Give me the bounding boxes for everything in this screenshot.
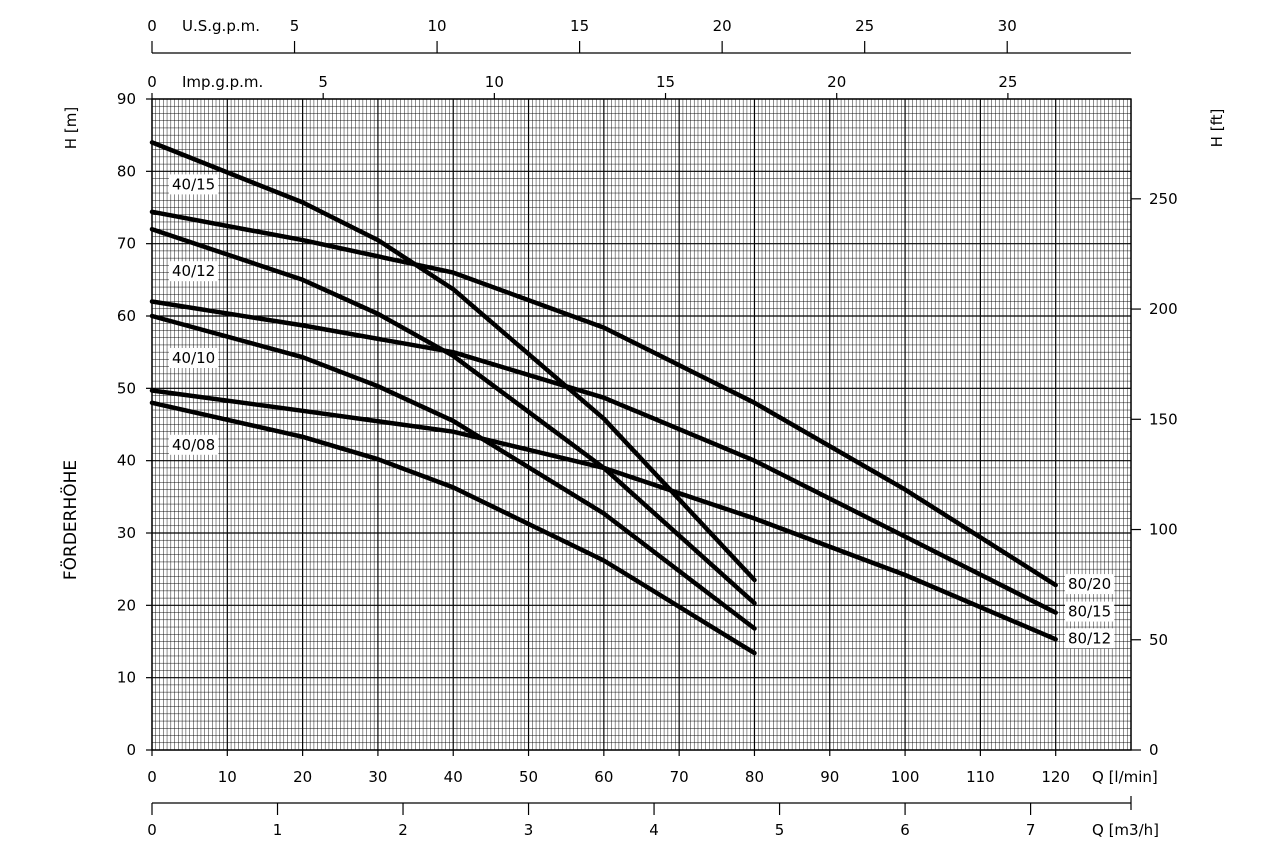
m3h-tick-label: 4: [649, 821, 659, 839]
y-tick-label: 30: [117, 524, 136, 542]
y2-tick-label: 150: [1149, 410, 1178, 428]
m3h-tick-label: 3: [524, 821, 534, 839]
curve-label-80-20: 80/20: [1068, 575, 1111, 593]
usgpm-tick-label: 15: [570, 17, 589, 35]
usgpm-tick-label: 25: [855, 17, 874, 35]
y-axis-title: FÖRDERHÖHE: [59, 460, 81, 580]
y2-tick-label: 200: [1149, 300, 1178, 318]
y-axis-label: H [m]: [62, 107, 80, 149]
curve-label-bg: [169, 174, 219, 195]
y2-tick-label: 0: [1149, 741, 1159, 759]
y2-axis-label: H [ft]: [1208, 109, 1226, 148]
series-line-80-12: [149, 388, 1058, 642]
labels: 0 10 20 30 40 50 60 70 80 90 100 110 120 Q [l/min]0 1 2…: [59, 17, 1226, 839]
series-line-40-08: [149, 400, 757, 656]
m3h-axis-label: Q [m3/h]: [1092, 821, 1159, 839]
curve-label-bg: [169, 348, 219, 368]
usgpm-tick-label: 10: [428, 17, 447, 35]
x-tick-label: 90: [820, 768, 839, 786]
x-tick-label: 60: [594, 768, 613, 786]
x-tick-label: 70: [670, 768, 689, 786]
impgpm-tick-label: 15: [656, 73, 675, 91]
impgpm-tick-label: 0: [147, 73, 157, 91]
series-line-40-12: [149, 226, 757, 606]
y2-tick-label: 50: [1149, 631, 1168, 649]
x-tick-label: 40: [444, 768, 463, 786]
y-tick-label: 80: [117, 162, 136, 180]
series-line-40-10: [149, 313, 757, 631]
axes: [146, 41, 1141, 815]
x-tick-label: 20: [293, 768, 312, 786]
y-tick-label: 60: [117, 307, 136, 325]
y2-tick-label: 100: [1149, 521, 1178, 539]
y-tick-label: 90: [117, 90, 136, 108]
curve-label-80-15: 80/15: [1068, 603, 1111, 621]
y-tick-label: 50: [117, 379, 136, 397]
impgpm-tick-label: 10: [485, 73, 504, 91]
y-tick-label: 40: [117, 452, 136, 470]
impgpm-tick-label: 5: [318, 73, 328, 91]
x-tick-label: 120: [1041, 768, 1070, 786]
curve-label-80-12: 80/12: [1068, 629, 1111, 647]
grid: [151, 98, 1132, 751]
series-lines: [149, 140, 1058, 656]
impgpm-axis-label: Imp.g.p.m.: [182, 73, 263, 91]
series-line-80-15: [149, 299, 1058, 615]
curve-label-40-08: 40/08: [172, 436, 215, 454]
curve-label-bg: [169, 434, 219, 455]
y2-tick-label: 250: [1149, 190, 1178, 208]
x-tick-label: 10: [218, 768, 237, 786]
usgpm-tick-label: 0: [147, 17, 157, 35]
m3h-tick-label: 2: [398, 821, 408, 839]
impgpm-tick-label: 20: [827, 73, 846, 91]
curve-label-bg: [1065, 574, 1115, 595]
m3h-tick-label: 5: [775, 821, 785, 839]
m3h-tick-label: 7: [1026, 821, 1036, 839]
usgpm-tick-label: 30: [998, 17, 1017, 35]
m3h-tick-label: 6: [900, 821, 910, 839]
y-tick-label: 0: [126, 741, 136, 759]
series-line-80-20: [149, 209, 1058, 588]
impgpm-tick-label: 25: [998, 73, 1017, 91]
usgpm-tick-label: 20: [713, 17, 732, 35]
x-tick-label: 80: [745, 768, 764, 786]
m3h-tick-label: 1: [273, 821, 283, 839]
y-tick-label: 10: [117, 669, 136, 687]
usgpm-axis-label: U.S.g.p.m.: [182, 17, 260, 35]
x-tick-label: 50: [519, 768, 538, 786]
usgpm-tick-label: 5: [290, 17, 300, 35]
plot-frame: [151, 98, 1132, 751]
x-tick-label: 110: [966, 768, 995, 786]
x-tick-label: 100: [891, 768, 920, 786]
curve-label-40-12: 40/12: [172, 262, 215, 280]
curve-label-bg: [1065, 601, 1115, 622]
y-tick-label: 20: [117, 596, 136, 614]
x-tick-label: 0: [147, 768, 157, 786]
curve-label-40-10: 40/10: [172, 349, 215, 367]
curve-label-bg: [1065, 628, 1115, 649]
m3h-tick-label: 0: [147, 821, 157, 839]
curve-label-bg: [169, 261, 219, 282]
y-tick-label: 70: [117, 235, 136, 253]
x-axis-label: Q [l/min]: [1092, 768, 1158, 786]
x-tick-label: 30: [368, 768, 387, 786]
curve-label-40-15: 40/15: [172, 175, 215, 193]
